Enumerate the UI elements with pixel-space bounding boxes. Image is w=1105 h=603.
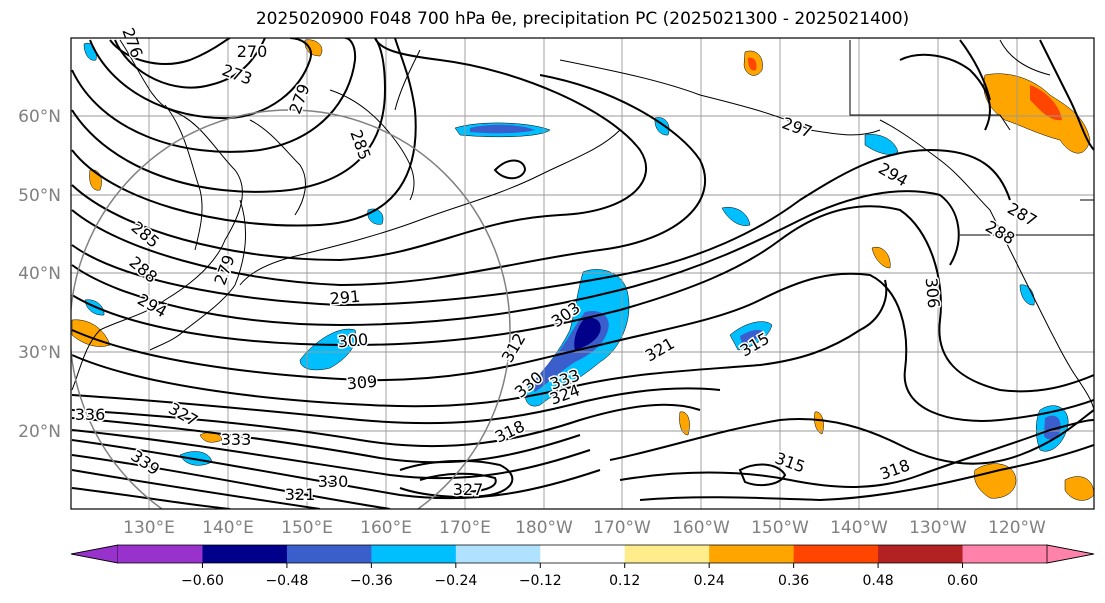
contour-label: 330 (318, 472, 349, 491)
colorbar-tick-label: −0.36 (350, 573, 393, 589)
colorbar-tick-label: 0.24 (694, 573, 725, 589)
longitude-label: 180°W (515, 518, 573, 538)
latitude-label: 30°N (18, 343, 61, 363)
latitude-axis: 60°N 50°N 40°N 30°N 20°N (18, 107, 61, 442)
longitude-label: 160°W (672, 518, 730, 538)
contour-label: 321 (285, 485, 316, 504)
colorbar: −0.60 −0.48 −0.36 −0.24 −0.12 0.12 0.24 0.36 0.4… (70, 544, 1095, 589)
colorbar-segment (202, 545, 288, 563)
colorbar-tick-label: −0.60 (181, 573, 224, 589)
colorbar-extend-high (1046, 544, 1095, 564)
contour-label: 273 (220, 60, 255, 88)
colorbar-tick-label: 0.48 (863, 573, 894, 589)
colorbar-segment (286, 545, 372, 563)
longitude-label: 170°E (439, 518, 491, 538)
colorbar-tick-label: 0.60 (947, 573, 978, 589)
contour-label: 297 (780, 113, 815, 141)
precipitation-shading (71, 39, 1094, 501)
contour-label: 312 (498, 330, 530, 366)
contour-label: 315 (773, 448, 808, 476)
colorbar-segment (455, 545, 541, 563)
colorbar-extend-low (70, 544, 119, 564)
contour-label: 336 (75, 405, 106, 424)
longitude-label: 130°E (123, 518, 175, 538)
latitude-label: 40°N (18, 264, 61, 284)
contour-label: 318 (492, 416, 528, 446)
colorbar-segment (878, 545, 964, 563)
theta-e-contours (71, 38, 1094, 509)
contour-label: 327 (165, 399, 201, 431)
colorbar-tick-label: −0.12 (519, 573, 562, 589)
longitude-axis: 130°E 140°E 150°E 160°E 170°E 180°W 170°W 160°W… (123, 518, 1046, 538)
contour-label: 333 (221, 430, 252, 449)
longitude-label: 130°W (909, 518, 967, 538)
longitude-label: 150°W (751, 518, 809, 538)
colorbar-tick-label: −0.24 (434, 573, 477, 589)
contour-label: 294 (134, 290, 170, 322)
colorbar-segment (118, 545, 203, 563)
colorbar-segment (709, 545, 795, 563)
colorbar-segment (962, 545, 1048, 563)
contour-label: 291 (329, 287, 361, 309)
colorbar-segment (624, 545, 710, 563)
longitude-label: 140°W (830, 518, 888, 538)
longitude-label: 170°W (593, 518, 651, 538)
contour-label: 327 (453, 480, 484, 499)
contour-label: 288 (126, 253, 162, 287)
map-title: 2025020900 F048 700 hPa θe, precipitatio… (255, 9, 910, 29)
contour-label: 306 (922, 277, 944, 309)
colorbar-tick-label: 0.12 (609, 573, 640, 589)
latitude-label: 20°N (18, 422, 61, 442)
colorbar-segment (371, 545, 457, 563)
contour-label: 339 (127, 446, 163, 479)
longitude-label: 150°E (281, 518, 333, 538)
colorbar-segment (793, 545, 879, 563)
latitude-label: 60°N (18, 107, 61, 127)
contour-label: 294 (875, 159, 911, 191)
contour-label: 287 (1004, 199, 1040, 231)
colorbar-tick-label: 0.36 (778, 573, 809, 589)
contour-label: 270 (237, 42, 268, 61)
range-ring (71, 109, 511, 509)
map-frame (70, 37, 1095, 510)
map-gridlines (71, 38, 1094, 509)
contour-label: 285 (346, 127, 374, 162)
longitude-label: 160°E (360, 518, 412, 538)
colorbar-tick-label: −0.48 (265, 573, 308, 589)
contour-label: 321 (642, 334, 678, 366)
colorbar-segment (540, 545, 626, 563)
longitude-label: 120°W (988, 518, 1046, 538)
contour-label: 300 (337, 330, 369, 352)
latitude-label: 50°N (18, 186, 61, 206)
longitude-label: 140°E (202, 518, 254, 538)
contour-label: 288 (982, 217, 1018, 249)
contour-label: 309 (346, 372, 378, 394)
